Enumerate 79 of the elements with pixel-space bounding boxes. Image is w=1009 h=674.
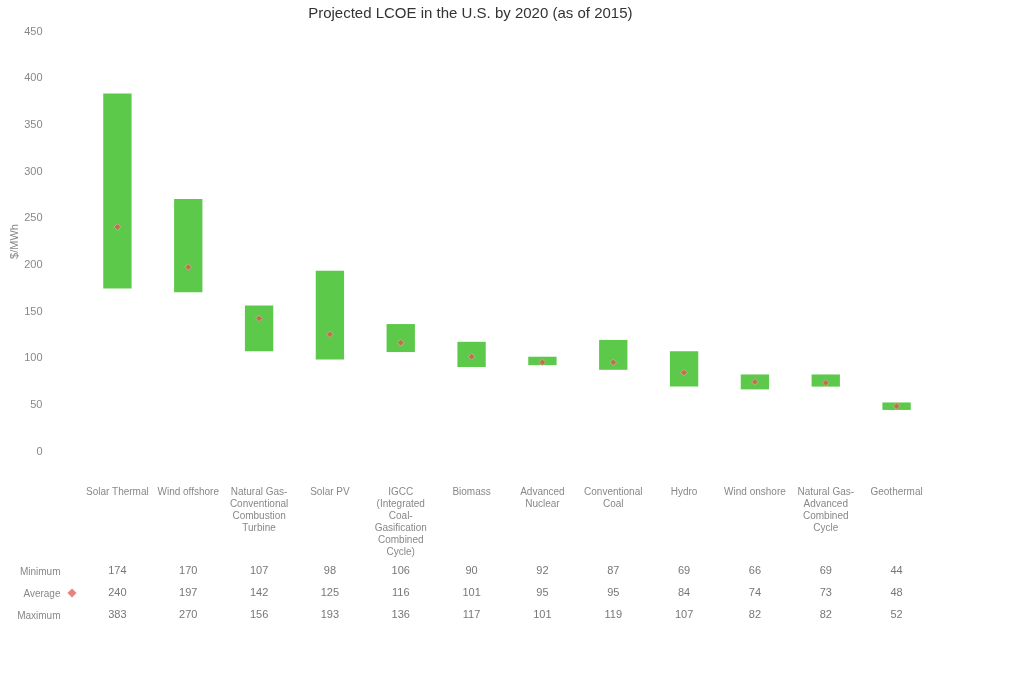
data-label: 95 [607,586,620,598]
bar [811,374,840,387]
chart-title: Projected LCOE in the U.S. by 2020 (as of 2015) [308,4,633,21]
bar [740,374,770,390]
y-tick-label: 100 [24,351,43,364]
text: 156 [249,608,269,620]
bar [457,341,486,367]
x-tick-label: Geothermal [870,485,923,497]
bar [103,93,132,289]
text: 101 [533,608,552,620]
y-tick-label: 0 [36,444,43,457]
x-tick-label: Wind offshore [157,485,220,497]
point [255,314,263,323]
text: 44 [890,564,903,576]
x-tick-label: Wind onshore [724,485,787,497]
data-label: 95 [536,586,549,598]
text: 174 [108,564,127,576]
point [609,358,618,367]
text: 107 [249,564,269,576]
data-label: 84 [677,586,691,598]
text: 117 [462,608,481,620]
data-label: 73 [819,586,832,598]
y-tick-label: 250 [24,211,43,224]
x-tick-label: Biomass [452,485,491,497]
text: Maximum [17,609,61,621]
text: 82 [748,608,762,620]
data-label: 116 [391,586,410,598]
bar [386,324,415,353]
y-tick-label: 200 [24,257,43,270]
point [326,330,334,339]
text: 170 [179,564,198,576]
data-label: 101 [462,586,481,598]
bar [315,270,345,360]
x-tick-label: Conventional Coal [584,485,643,509]
text: 66 [748,564,762,576]
text: 107 [674,608,694,620]
y-tick-label: 300 [24,164,43,177]
text: 98 [323,564,337,576]
x-tick-label: Solar PV [310,485,350,497]
bar [174,199,203,293]
text: 87 [607,564,620,576]
x-tick-label: Advanced Nuclear [520,485,565,509]
point [113,223,122,231]
data-label: 74 [748,586,762,598]
text: 90 [465,564,478,576]
y-tick-label: 450 [24,24,43,37]
text: 69 [677,564,691,576]
text: 106 [391,564,410,576]
x-tick-label: Hydro [670,485,698,497]
text: 69 [819,564,832,576]
data-label: 240 [108,586,127,598]
text: 119 [604,608,623,620]
x-tick-label: Solar Thermal [86,485,149,497]
bar [669,351,699,387]
y-tick-label: 150 [24,304,43,317]
x-tick-label: Natural Gas-Conventional Combustion Turbine [229,485,289,533]
y-tick-label: 50 [30,397,43,410]
text: 92 [536,564,549,576]
y-tick-label: 400 [24,71,43,84]
point [184,263,193,271]
text: 383 [108,608,127,620]
data-label: 142 [249,586,269,598]
text: 52 [890,608,903,620]
bar [599,339,628,370]
text: Minimum [19,565,61,577]
text: 270 [179,608,198,620]
text: 136 [391,608,410,620]
point [892,402,901,411]
y-axis-title: $/MWh [8,224,21,259]
y-tick-label: 350 [24,117,43,130]
text: 193 [320,608,340,620]
data-label: 197 [179,586,198,598]
data-label: 48 [890,586,903,598]
data-label: 125 [320,586,340,598]
text: 82 [819,608,832,620]
bar [244,305,274,352]
x-tick-label: Natural Gas-Advanced Combined Cycle [797,485,855,533]
x-tick-label: IGCC (Integrated Coal-Gasification Combined Cycle) [374,485,427,557]
legend-label: Average [23,587,61,599]
